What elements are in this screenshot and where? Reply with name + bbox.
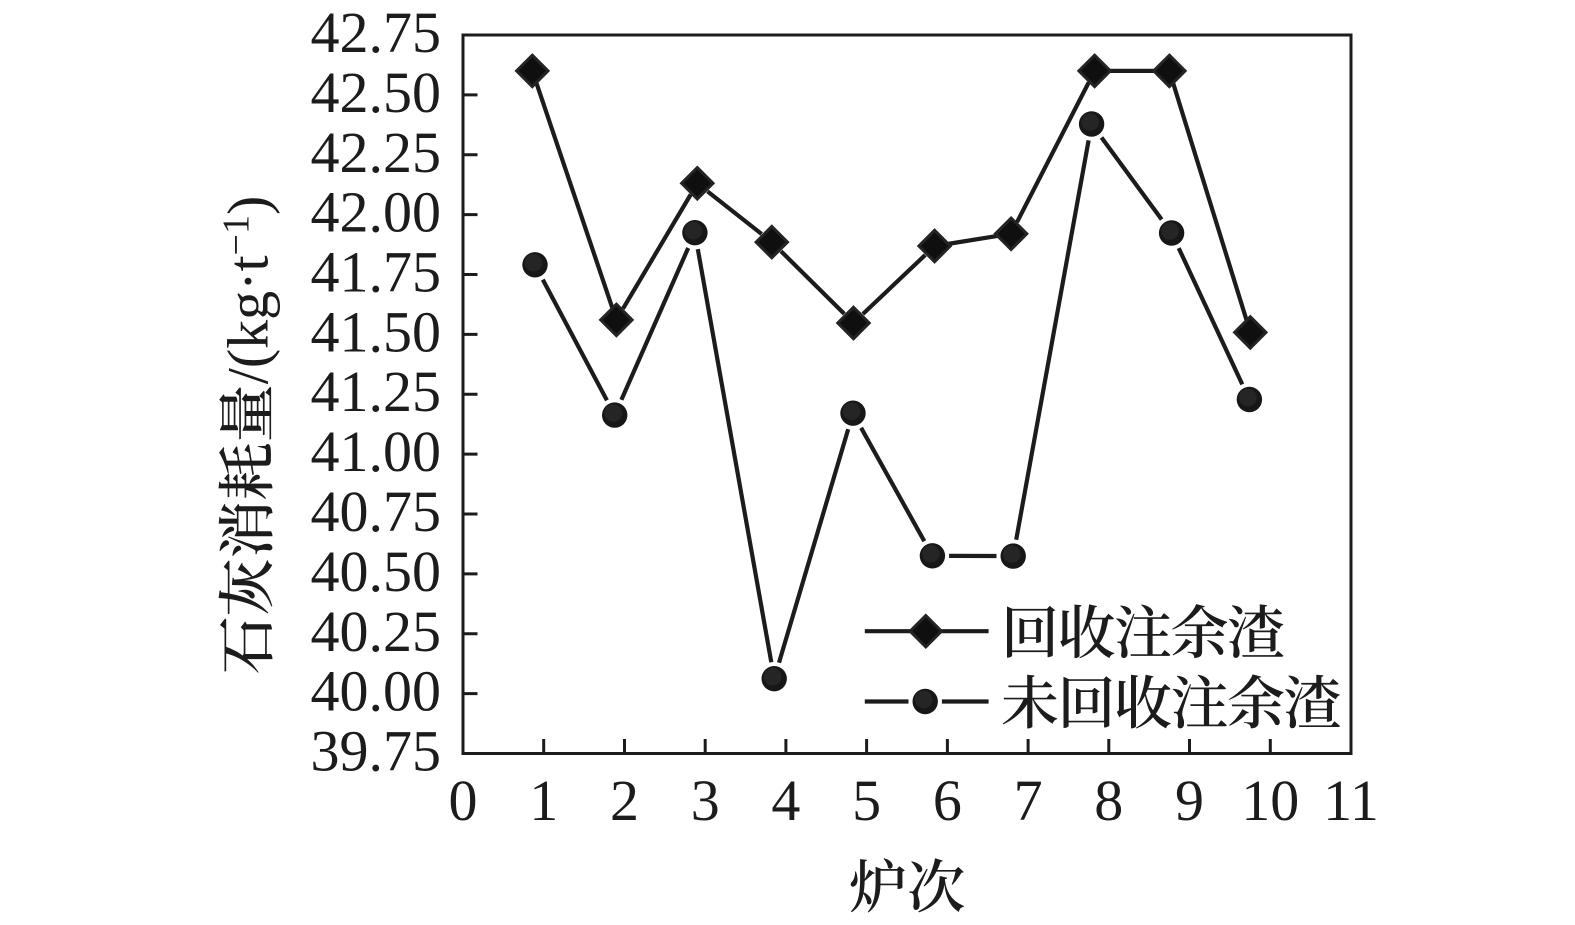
svg-text:40.75: 40.75 <box>311 479 442 544</box>
svg-text:4: 4 <box>771 768 800 833</box>
svg-text:2: 2 <box>610 768 639 833</box>
svg-text:8: 8 <box>1094 768 1123 833</box>
svg-text:42.75: 42.75 <box>311 0 442 65</box>
svg-text:39.75: 39.75 <box>311 719 442 784</box>
svg-text:42.50: 42.50 <box>311 60 442 125</box>
svg-text:1: 1 <box>529 768 558 833</box>
svg-text:42.25: 42.25 <box>311 120 442 185</box>
svg-text:42.00: 42.00 <box>311 180 442 245</box>
svg-text:7: 7 <box>1014 768 1043 833</box>
svg-text:5: 5 <box>852 768 881 833</box>
svg-text:9: 9 <box>1175 768 1204 833</box>
svg-text:41.25: 41.25 <box>311 359 442 424</box>
svg-text:10: 10 <box>1241 768 1299 833</box>
svg-text:11: 11 <box>1323 768 1379 833</box>
svg-text:40.25: 40.25 <box>311 599 442 664</box>
svg-text:3: 3 <box>691 768 720 833</box>
svg-text:41.00: 41.00 <box>311 419 442 484</box>
svg-text:41.75: 41.75 <box>311 240 442 305</box>
svg-text:40.00: 40.00 <box>311 659 442 724</box>
svg-text:6: 6 <box>933 768 962 833</box>
svg-text:41.50: 41.50 <box>311 299 442 364</box>
svg-text:0: 0 <box>449 768 478 833</box>
svg-text:40.50: 40.50 <box>311 539 442 604</box>
